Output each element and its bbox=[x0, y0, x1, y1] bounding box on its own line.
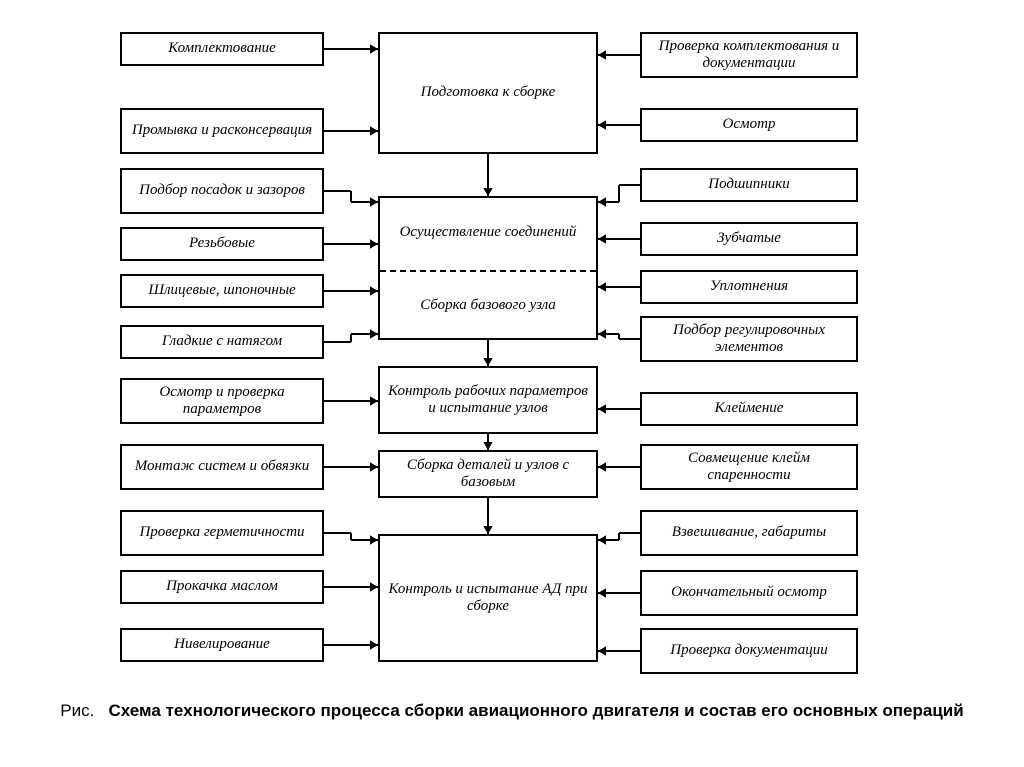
node-l2: Промывка и расконсервация bbox=[120, 108, 324, 154]
node-l8: Монтаж систем и обвязки bbox=[120, 444, 324, 490]
node-r11: Проверка документации bbox=[640, 628, 858, 674]
node-l5: Шлицевые, шпоночные bbox=[120, 274, 324, 308]
node-c5: Контроль и испытание АД при сборке bbox=[378, 534, 598, 662]
node-c3: Контроль рабочих параметров и испытание … bbox=[378, 366, 598, 434]
node-r2: Осмотр bbox=[640, 108, 858, 142]
node-c2b-label: Сборка базового узла bbox=[380, 270, 596, 340]
caption-prefix: Рис. bbox=[60, 701, 94, 720]
node-c1: Подготовка к сборке bbox=[378, 32, 598, 154]
node-r6: Подбор регулировочных элементов bbox=[640, 316, 858, 362]
node-r4: Зубчатые bbox=[640, 222, 858, 256]
node-l4: Резьбовые bbox=[120, 227, 324, 261]
node-l7: Осмотр и проверка параметров bbox=[120, 378, 324, 424]
node-l10: Прокачка маслом bbox=[120, 570, 324, 604]
node-l9: Проверка герметичности bbox=[120, 510, 324, 556]
node-r8: Совмещение клейм спаренности bbox=[640, 444, 858, 490]
node-c2-combined: Осуществление соединенийСборка базового … bbox=[378, 196, 598, 340]
node-c4: Сборка деталей и узлов с базовым bbox=[378, 450, 598, 498]
caption-text: Схема технологического процесса сборки а… bbox=[109, 701, 964, 720]
figure-caption: Рис. Схема технологического процесса сбо… bbox=[0, 700, 1024, 723]
node-r3: Подшипники bbox=[640, 168, 858, 202]
node-l3: Подбор посадок и зазоров bbox=[120, 168, 324, 214]
node-r7: Клеймение bbox=[640, 392, 858, 426]
node-l6: Гладкие с натягом bbox=[120, 325, 324, 359]
node-r9: Взвешивание, габариты bbox=[640, 510, 858, 556]
node-c2a-label: Осуществление соединений bbox=[380, 196, 596, 270]
node-l11: Нивелирование bbox=[120, 628, 324, 662]
node-r5: Уплотнения bbox=[640, 270, 858, 304]
node-l1: Комплектование bbox=[120, 32, 324, 66]
node-r10: Окончательный осмотр bbox=[640, 570, 858, 616]
node-r1: Проверка комплектования и документации bbox=[640, 32, 858, 78]
